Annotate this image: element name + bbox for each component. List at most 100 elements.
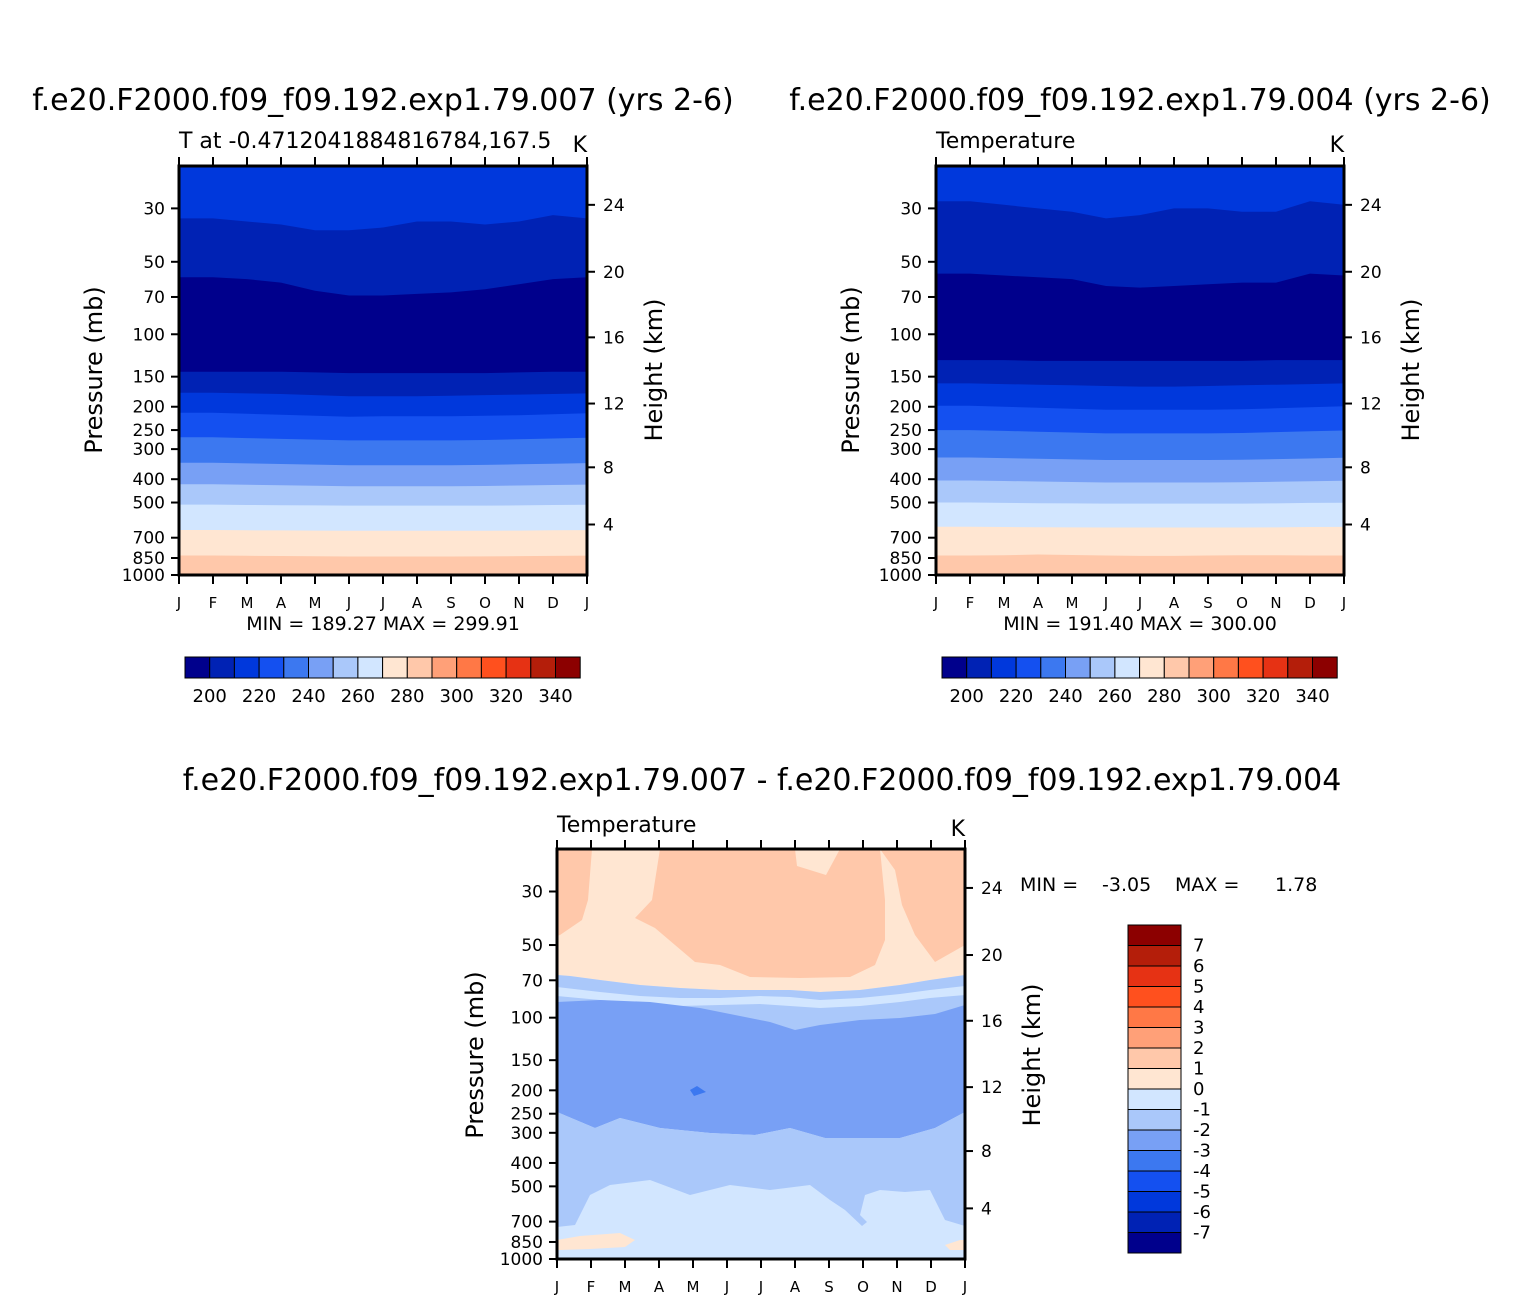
y-tick-label-right: 12 — [1360, 395, 1382, 415]
contour-fill-bands — [936, 166, 1344, 575]
x-tick-label: J — [758, 1278, 763, 1296]
y-tick-label: 300 — [133, 440, 165, 460]
colorbar-swatch — [1065, 656, 1091, 679]
x-tick-label: F — [966, 594, 975, 612]
x-tick-label: J — [584, 594, 589, 612]
colorbar-label: 220 — [242, 686, 276, 707]
colorbar-swatch — [1127, 1191, 1182, 1213]
colorbar-swatch — [480, 656, 507, 679]
y-tick-label: 1000 — [122, 566, 165, 586]
y-tick-label: 500 — [890, 494, 922, 514]
colorbar-swatch — [1312, 656, 1338, 679]
colorbar-label: 260 — [341, 686, 375, 707]
y-tick-label: 500 — [511, 1177, 543, 1197]
colorbar-swatch — [1188, 656, 1215, 679]
band-minus4-minus3 — [690, 1086, 706, 1096]
x-tick-label: A — [790, 1278, 801, 1296]
colorbar-swatch — [1237, 656, 1264, 679]
colorbar-swatch — [1127, 1027, 1182, 1049]
colorbar-label: -1 — [1193, 1100, 1211, 1121]
x-tick-label: A — [1033, 594, 1044, 612]
y-tick-label: 850 — [133, 549, 165, 569]
colorbar-swatch — [1127, 965, 1182, 987]
y-tick-label-right: 16 — [603, 328, 625, 348]
colorbar-swatch — [1127, 1232, 1182, 1254]
colorbar-swatch — [1127, 1129, 1182, 1151]
colorbar-label: -6 — [1193, 1202, 1211, 1223]
y-tick-label: 250 — [890, 421, 922, 441]
x-tick-label: D — [1304, 594, 1316, 612]
max-value: 1.78 — [1275, 874, 1317, 896]
colorbar-label: -3 — [1193, 1141, 1211, 1162]
colorbar-label: 200 — [193, 686, 227, 707]
y-tick-label-right: 16 — [981, 1012, 1003, 1032]
contour-fill-bands — [557, 849, 965, 1259]
colorbar-swatch — [941, 656, 968, 679]
y-tick-label: 70 — [900, 288, 922, 308]
colorbar-swatch — [308, 656, 334, 679]
y-tick-label: 100 — [133, 325, 165, 345]
band-0-1-surface-left — [557, 1233, 635, 1250]
x-tick-label: M — [998, 594, 1011, 612]
colorbar-swatch — [1127, 1088, 1182, 1110]
x-tick-label: S — [1203, 594, 1213, 612]
y-tick-label: 200 — [133, 398, 165, 418]
x-tick-label: F — [587, 1278, 596, 1296]
y-axis-label-right: Height (km) — [640, 299, 668, 442]
colorbar-swatch — [456, 656, 482, 679]
x-tick-label: A — [1169, 594, 1180, 612]
colorbar-label: 2 — [1193, 1038, 1204, 1059]
y-tick-label: 300 — [890, 440, 922, 460]
min-label: MIN = — [1020, 874, 1078, 896]
x-tick-label: M — [241, 594, 254, 612]
y-tick-label: 850 — [511, 1233, 543, 1253]
colorbar-swatch — [1015, 656, 1042, 679]
x-tick-label: J — [554, 1278, 559, 1296]
x-tick-label: J — [1341, 594, 1346, 612]
band-0-1-surface-right — [945, 1240, 965, 1250]
y-tick-label: 700 — [133, 529, 165, 549]
y-tick-label: 150 — [511, 1051, 543, 1071]
y-tick-label: 50 — [900, 253, 922, 273]
x-tick-label: J — [176, 594, 181, 612]
chart-subtitle-left: Temperature — [556, 813, 696, 838]
panel-top-right: f.e20.F2000.f09_f09.192.exp1.79.004 (yrs… — [789, 83, 1491, 707]
colorbar: 200 220 240 260 280 300 320 340 — [941, 656, 1338, 707]
colorbar-swatch — [184, 656, 211, 679]
chart-subtitle-left: T at -0.4712041884816784,167.5 — [178, 129, 551, 154]
y-tick-label-right: 4 — [1360, 516, 1371, 536]
x-tick-label: A — [654, 1278, 665, 1296]
x-tick-label: F — [209, 594, 218, 612]
y-tick-label: 30 — [900, 199, 922, 219]
colorbar-label: 240 — [1048, 686, 1082, 707]
colorbar-swatch — [1127, 986, 1182, 1008]
max-label: MAX = — [1175, 874, 1239, 896]
band-1-2-left — [557, 849, 592, 936]
x-tick-label: J — [962, 1278, 967, 1296]
y-tick-label-right: 8 — [981, 1142, 992, 1162]
x-tick-label: J — [724, 1278, 729, 1296]
x-tick-label: D — [547, 594, 559, 612]
colorbar: 200 220 240 260 280 300 320 340 — [184, 656, 581, 707]
x-tick-label: J — [1137, 594, 1142, 612]
y-tick-label-right: 8 — [1360, 458, 1371, 478]
x-tick-label: A — [276, 594, 287, 612]
colorbar-swatch — [530, 656, 556, 679]
y-tick-label: 70 — [521, 971, 543, 991]
min-value: -3.05 — [1102, 874, 1151, 896]
colorbar-swatch — [1127, 1150, 1182, 1172]
band-1-2-right — [880, 849, 965, 962]
y-tick-label: 50 — [143, 253, 165, 273]
colorbar-label: 300 — [1197, 686, 1231, 707]
colorbar-swatch — [555, 656, 581, 679]
colorbar-label: 5 — [1193, 977, 1204, 998]
x-tick-label: M — [1066, 594, 1079, 612]
colorbar-swatch — [357, 656, 384, 679]
y-tick-label: 300 — [511, 1124, 543, 1144]
y-tick-label-right: 12 — [603, 395, 625, 415]
y-tick-label-right: 4 — [981, 1199, 992, 1219]
contour-fill-bands — [179, 166, 587, 575]
panel-difference: f.e20.F2000.f09_f09.192.exp1.79.007 - f.… — [183, 763, 1342, 1296]
